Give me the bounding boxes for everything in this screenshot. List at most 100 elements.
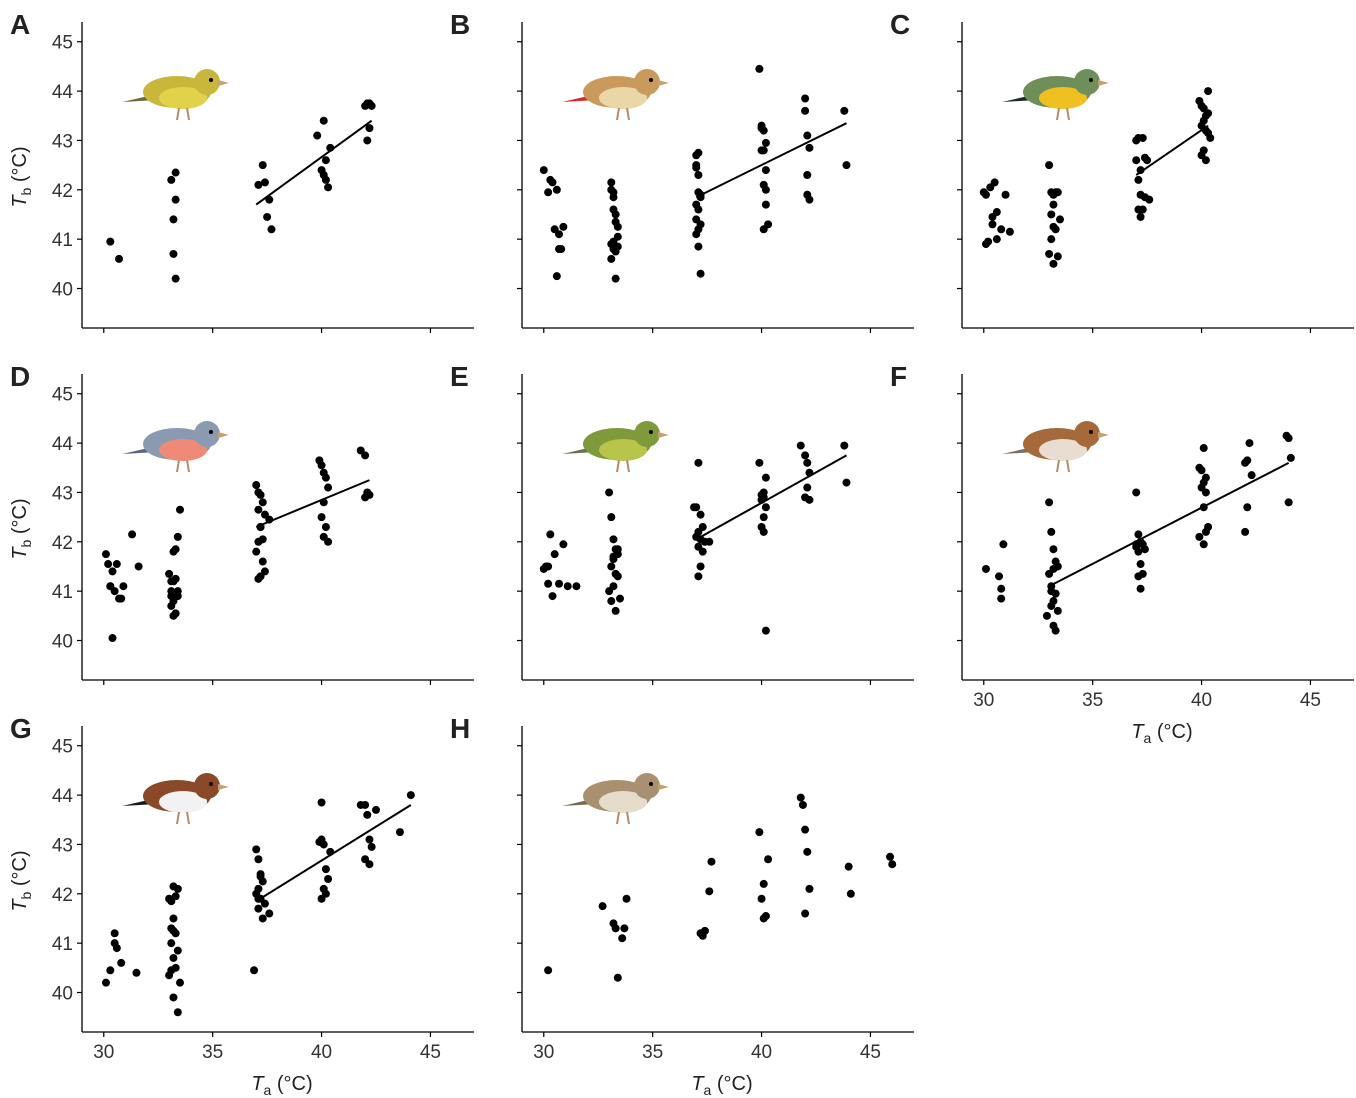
data-point xyxy=(1204,109,1213,118)
data-point xyxy=(759,513,768,522)
data-point xyxy=(805,884,814,893)
data-point xyxy=(171,195,180,204)
data-point xyxy=(755,828,764,837)
data-point xyxy=(324,483,333,492)
data-point xyxy=(1145,195,1154,204)
data-point xyxy=(759,914,768,923)
data-point xyxy=(1284,434,1293,443)
data-point xyxy=(694,205,703,214)
data-point xyxy=(548,592,557,601)
data-point xyxy=(1047,601,1056,610)
panel-h: H 30 35 40 45 Ta (°C) xyxy=(450,713,914,1098)
crested-lark-illustration-icon xyxy=(562,773,669,825)
data-point xyxy=(1045,569,1054,578)
data-point xyxy=(265,515,274,524)
data-point xyxy=(1201,527,1210,536)
data-point xyxy=(607,513,616,522)
data-point xyxy=(1042,611,1051,620)
regression-line xyxy=(255,119,373,206)
data-point xyxy=(169,993,178,1002)
data-point xyxy=(759,527,768,536)
data-point xyxy=(321,473,330,482)
data-point xyxy=(539,166,548,175)
data-point xyxy=(260,899,269,908)
data-point xyxy=(1136,166,1145,175)
data-point xyxy=(613,545,622,554)
data-point xyxy=(173,884,182,893)
panel-letter: A xyxy=(10,9,30,40)
data-point xyxy=(761,166,770,175)
data-point xyxy=(696,562,705,571)
data-point xyxy=(119,582,128,591)
data-point xyxy=(886,852,895,861)
data-point xyxy=(552,272,561,281)
data-point xyxy=(361,800,370,809)
data-point xyxy=(796,441,805,450)
data-point xyxy=(1199,444,1208,453)
y-tick-label: 41 xyxy=(52,582,73,603)
data-point xyxy=(132,968,141,977)
data-point xyxy=(265,195,274,204)
data-point xyxy=(1284,498,1293,507)
greenfinch-illustration-icon xyxy=(562,421,669,473)
data-point xyxy=(115,594,124,603)
x-tick-label: 40 xyxy=(311,1042,332,1063)
x-tick-label: 35 xyxy=(642,1042,663,1063)
data-point xyxy=(1140,545,1149,554)
panel-b: B xyxy=(450,9,914,333)
data-point xyxy=(1047,235,1056,244)
y-tick-label: 43 xyxy=(52,483,73,504)
data-point xyxy=(324,875,333,883)
data-point xyxy=(555,579,564,588)
data-point xyxy=(759,225,768,234)
data-point xyxy=(367,842,376,851)
data-point xyxy=(840,441,849,450)
x-tick-label: 30 xyxy=(973,690,994,711)
data-point xyxy=(555,245,564,254)
data-point xyxy=(842,161,851,170)
data-point xyxy=(563,582,572,591)
data-point xyxy=(761,200,770,209)
panel-letter: E xyxy=(450,361,469,392)
data-point xyxy=(1132,542,1141,551)
data-point xyxy=(798,800,807,809)
data-point xyxy=(559,540,568,549)
data-point xyxy=(694,458,703,467)
data-point xyxy=(611,924,620,933)
data-point xyxy=(165,971,174,980)
data-point xyxy=(613,232,622,241)
data-point xyxy=(805,468,814,477)
x-tick-label: 35 xyxy=(202,1042,223,1063)
data-point xyxy=(169,611,178,620)
data-point xyxy=(167,175,176,184)
data-point xyxy=(611,606,620,615)
data-point xyxy=(108,567,117,576)
x-tick-label: 30 xyxy=(93,1042,114,1063)
data-point xyxy=(106,582,115,591)
y-tick-label: 42 xyxy=(52,181,73,202)
data-point xyxy=(620,924,629,933)
data-point xyxy=(552,185,561,194)
data-point xyxy=(1136,584,1145,593)
data-point xyxy=(254,505,263,514)
panel-c: C xyxy=(890,9,1354,333)
data-point xyxy=(1045,498,1054,507)
data-point xyxy=(258,498,267,507)
data-point xyxy=(1134,572,1143,581)
data-point xyxy=(317,513,326,522)
data-point xyxy=(544,562,553,571)
data-point xyxy=(1132,156,1141,165)
data-point xyxy=(252,547,261,556)
data-point xyxy=(607,597,616,606)
x-tick-label: 45 xyxy=(1300,690,1321,711)
goldfinch-illustration-icon xyxy=(562,69,669,121)
data-point xyxy=(1199,540,1208,549)
data-point xyxy=(173,587,182,596)
data-point xyxy=(761,626,770,635)
data-point xyxy=(616,594,624,603)
data-point xyxy=(598,902,607,911)
data-point xyxy=(1047,527,1056,536)
data-point xyxy=(761,185,770,194)
y-tick-label: 42 xyxy=(52,533,73,554)
data-point xyxy=(106,966,115,975)
